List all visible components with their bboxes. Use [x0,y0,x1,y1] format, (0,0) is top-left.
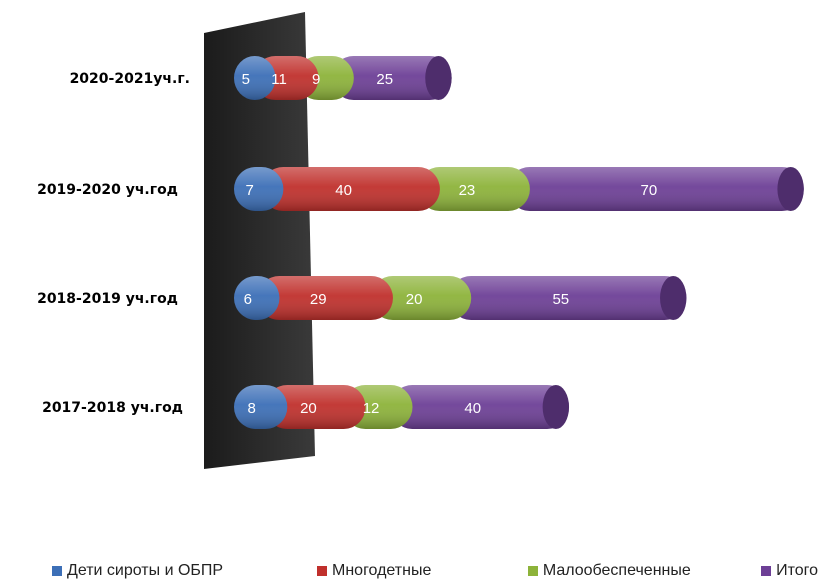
legend-label-low-income: Малообеспеченные [542,562,691,579]
category-label: 2018-2019 уч.год [37,291,178,307]
value-label: 6 [244,291,252,308]
legend-label-total: Итого [776,562,818,579]
value-label: 9 [312,71,320,88]
value-label: 70 [641,182,658,199]
bar-segment-gloss [234,167,284,211]
bar-segment-gloss [331,56,452,100]
legend-swatch-total [761,566,772,576]
bar-end-cap [425,56,452,100]
bar-segment-gloss [257,276,393,320]
bar-segment-gloss [370,276,472,320]
legend-item-total: Итого [761,562,818,580]
value-label: 55 [552,291,569,308]
bar-segment-gloss [507,167,804,211]
value-label: 12 [363,400,380,417]
axis-wall [204,12,315,469]
value-label: 29 [310,291,327,308]
bar-end-cap [777,167,804,211]
bar-segment-gloss [265,385,366,429]
value-label: 20 [406,291,423,308]
legend-item-low-income: Малообеспеченные [527,562,737,580]
category-label: 2019-2020 уч.год [37,182,178,198]
bar-segment-gloss [390,385,570,429]
legend-item-orphans: Дети сироты и ОБПР [52,562,293,580]
bar-segment-gloss [449,276,687,320]
legend-swatch-large-families [317,566,327,576]
bar-segment-gloss [234,276,280,320]
category-label: 2017-2018 уч.год [42,400,183,416]
legend-item-large-families: Многодетные [317,562,504,580]
bar-segment-gloss [234,56,276,100]
legend-swatch-orphans [52,566,62,576]
value-label: 5 [242,71,250,88]
value-label: 40 [335,182,352,199]
value-label: 11 [271,71,287,88]
bar-end-cap [542,385,570,429]
legend-label-orphans: Дети сироты и ОБПР [67,562,224,579]
bar-segment-gloss [234,385,288,429]
legend-swatch-low-income [527,566,538,576]
bar-end-cap [660,276,687,320]
value-label: 7 [246,182,254,199]
value-label: 40 [464,400,481,417]
value-label: 8 [247,400,255,417]
legend-label-large-families: Многодетные [332,562,432,579]
category-label: 2020-2021уч.г. [70,71,190,87]
value-label: 25 [376,71,393,88]
value-label: 20 [300,400,317,417]
bar-segment-gloss [261,167,440,211]
value-label: 23 [459,182,476,199]
legend: Дети сироты и ОБПР Многодетные Малообесп… [52,560,839,582]
bar-segment-gloss [417,167,530,211]
